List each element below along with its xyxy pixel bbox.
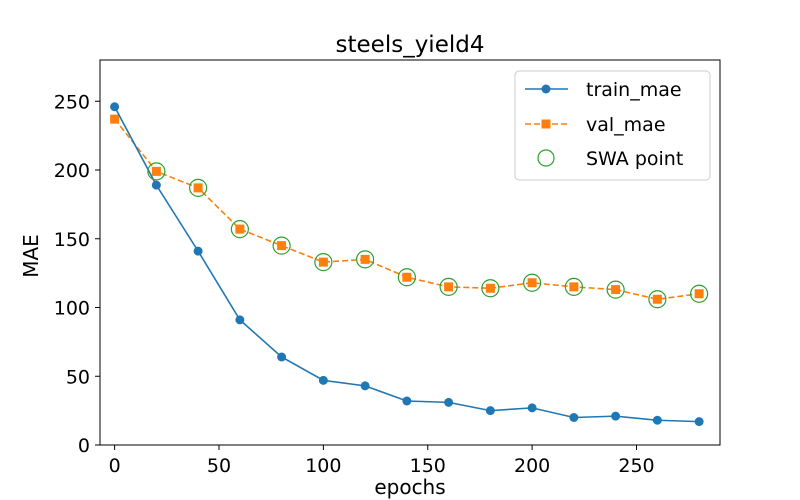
swa-point xyxy=(356,250,375,269)
swa-point xyxy=(439,277,458,296)
val-mae-point xyxy=(527,278,537,288)
val-mae-point xyxy=(277,241,287,251)
val-mae-point xyxy=(235,224,245,234)
series-layer xyxy=(110,102,709,427)
x-axis-label: epochs xyxy=(374,475,445,499)
x-tick-label: 150 xyxy=(410,455,446,477)
train-mae-point xyxy=(193,246,203,256)
legend: train_mae val_mae SWA point xyxy=(514,70,711,181)
val-mae-point xyxy=(569,282,579,292)
x-tick-label: 250 xyxy=(618,455,654,477)
train-mae-point xyxy=(235,315,245,325)
y-tick-label: 200 xyxy=(54,160,90,182)
train-mae-point xyxy=(277,352,287,362)
train-mae-point xyxy=(444,397,454,407)
train-mae-point xyxy=(569,413,579,422)
train-mae-point xyxy=(110,102,120,112)
swa-point xyxy=(564,277,583,296)
train-mae-point xyxy=(402,396,412,406)
val-mae-point xyxy=(193,183,203,193)
train-mae-point xyxy=(694,417,704,427)
val-mae-point xyxy=(694,289,704,299)
train-mae-point xyxy=(360,381,370,391)
val-mae-point xyxy=(444,282,454,292)
swa-point xyxy=(481,279,500,298)
x-tick-label: 50 xyxy=(207,455,231,477)
train-mae-point xyxy=(611,411,621,421)
x-tick-label: 0 xyxy=(109,455,121,477)
chart-title: steels_yield4 xyxy=(336,32,485,58)
y-tick-label: 250 xyxy=(54,91,90,113)
legend-val-mae-marker xyxy=(541,119,551,129)
train-mae-point xyxy=(652,415,662,425)
val-mae-point xyxy=(652,294,662,304)
swa-point xyxy=(648,290,667,309)
swa-point xyxy=(523,273,542,292)
legend-train-mae-marker xyxy=(541,84,551,94)
train-mae-point xyxy=(485,406,495,416)
swa-point xyxy=(690,284,709,303)
y-tick-label: 150 xyxy=(54,229,90,251)
y-axis-label: MAE xyxy=(19,234,43,278)
val-mae-point xyxy=(318,257,328,267)
y-tick-label: 100 xyxy=(54,298,90,320)
legend-label-swa-point: SWA point xyxy=(586,148,683,170)
y-axis-ticks: 0 50 100 150 200 250 xyxy=(54,91,100,457)
x-tick-label: 200 xyxy=(514,455,550,477)
y-tick-label: 0 xyxy=(78,435,90,457)
train-mae-point xyxy=(527,403,537,413)
legend-label-train-mae: train_mae xyxy=(586,79,682,101)
train-mae-point xyxy=(318,375,328,385)
swa-point xyxy=(189,178,208,197)
val-mae-point xyxy=(402,272,412,282)
legend-label-val-mae: val_mae xyxy=(586,114,666,136)
swa-point xyxy=(230,220,249,239)
y-tick-label: 50 xyxy=(66,366,90,388)
val-mae-point xyxy=(611,285,621,295)
swa-point xyxy=(606,280,625,299)
x-tick-label: 100 xyxy=(305,455,341,477)
val-mae-point xyxy=(151,166,161,176)
train-mae-point xyxy=(151,180,161,190)
swa-point xyxy=(314,253,333,272)
swa-point xyxy=(272,236,291,255)
x-axis-ticks: 0 50 100 150 200 250 xyxy=(109,445,655,477)
legend-swa-point-marker xyxy=(537,149,555,167)
legend-box xyxy=(514,70,711,181)
swa-point xyxy=(147,162,166,181)
swa-point xyxy=(397,268,416,287)
val-mae-point xyxy=(485,283,495,293)
val-mae-point xyxy=(360,254,370,264)
val-mae-point xyxy=(110,114,120,124)
